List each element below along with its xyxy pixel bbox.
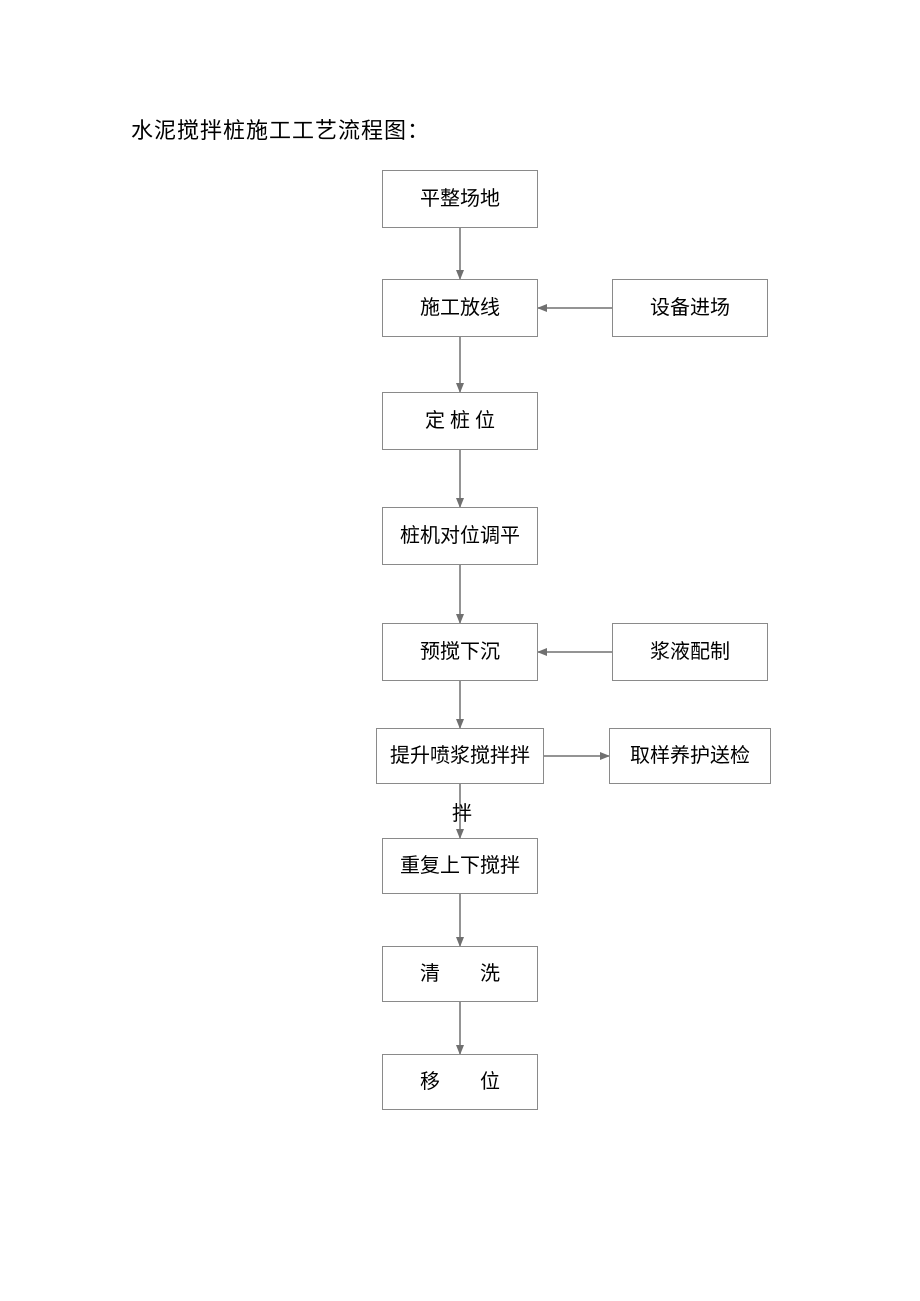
flowchart-container: 平整场地施工放线 设备进场定 桩 位桩机对位调平预搅下沉 浆液配制提升喷浆搅拌拌 取样… <box>0 0 920 1301</box>
flowchart-node-n9: 移 位 <box>382 1054 538 1110</box>
flowchart-node-n4: 桩机对位调平 <box>382 507 538 565</box>
flowchart-node-n8: 清 洗 <box>382 946 538 1002</box>
flowchart-node-n5: 预搅下沉 <box>382 623 538 681</box>
flowchart-node-n6: 提升喷浆搅拌拌 <box>376 728 544 784</box>
flowchart-node-n7: 重复上下搅拌 <box>382 838 538 894</box>
flowchart-node-n2: 施工放线 <box>382 279 538 337</box>
flowchart-mid-label: 拌 <box>452 797 472 826</box>
flowchart-node-n2b: 设备进场 <box>612 279 768 337</box>
flowchart-node-n1: 平整场地 <box>382 170 538 228</box>
flowchart-node-n6b: 取样养护送检 <box>609 728 771 784</box>
flowchart-node-n3: 定 桩 位 <box>382 392 538 450</box>
flowchart-node-n5b: 浆液配制 <box>612 623 768 681</box>
